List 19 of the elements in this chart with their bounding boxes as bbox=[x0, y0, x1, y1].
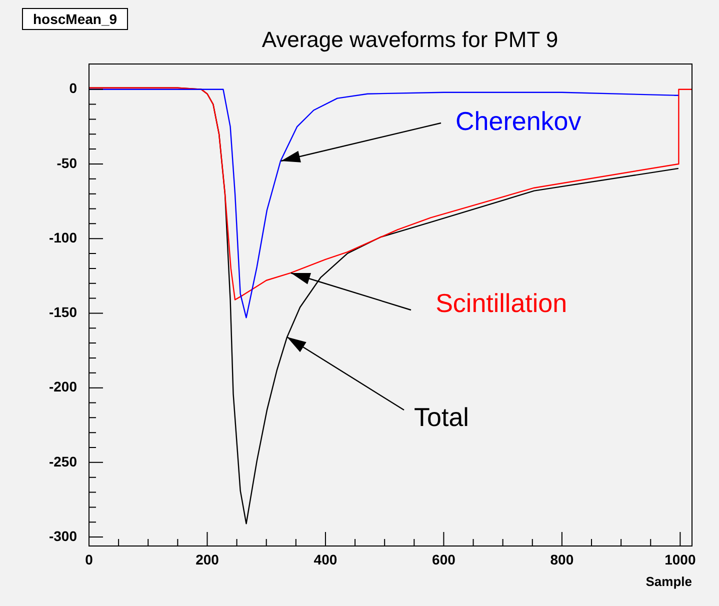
annotation: Cherenkov bbox=[456, 106, 582, 137]
y-tick-label: -300 bbox=[48, 528, 78, 544]
chart-title: Average waveforms for PMT 9 bbox=[262, 27, 558, 52]
x-tick-label: 0 bbox=[85, 551, 94, 568]
annotation: Scintillation bbox=[436, 288, 568, 319]
x-tick-label: 400 bbox=[314, 551, 338, 568]
x-tick-label: 1000 bbox=[664, 551, 696, 568]
text: hoscMean_9 bbox=[22, 8, 128, 30]
x-tick-label: 800 bbox=[550, 551, 574, 568]
x-tick-label: 600 bbox=[432, 551, 456, 568]
y-tick-label: 0 bbox=[69, 80, 78, 96]
y-tick-label: -100 bbox=[48, 229, 78, 246]
x-tick-label: 200 bbox=[196, 551, 220, 568]
x-axis-title: Sample bbox=[646, 574, 692, 589]
y-tick-label: -200 bbox=[48, 378, 78, 395]
y-tick-label: -250 bbox=[48, 453, 78, 470]
y-tick-label: -50 bbox=[56, 154, 78, 171]
annotation: Total bbox=[414, 402, 469, 434]
y-tick-label: -150 bbox=[48, 304, 78, 320]
